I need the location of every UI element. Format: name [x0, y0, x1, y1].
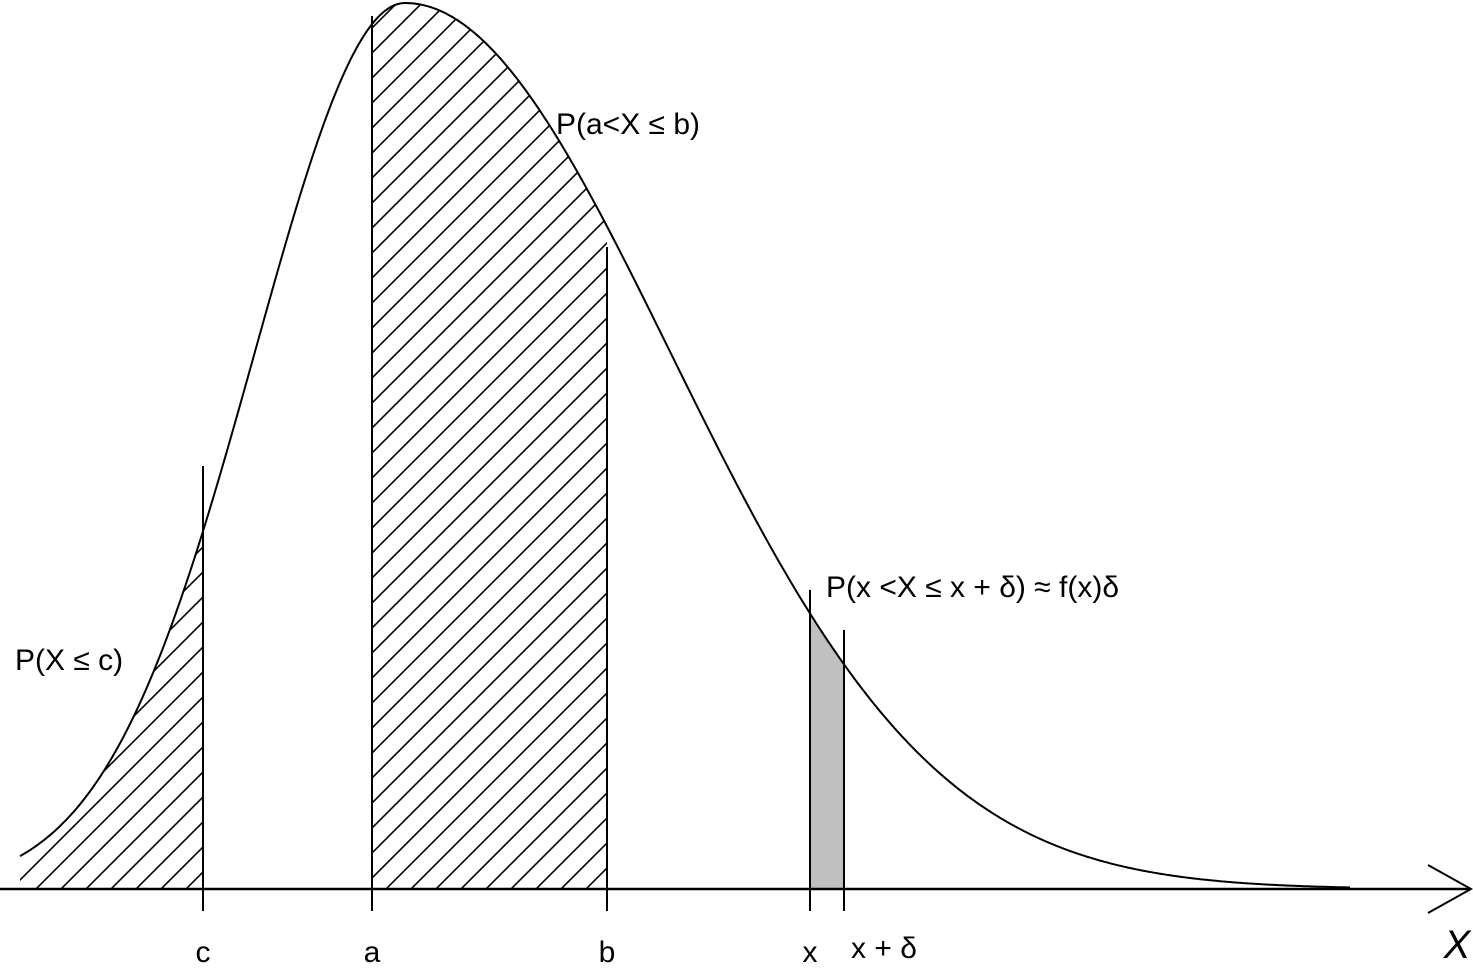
density-curve [19, 1, 1351, 889]
label-prob-x-delta: P(x <X ≤ x + δ) ≈ f(x)δ [826, 571, 1119, 604]
x-axis-arrowhead [1427, 864, 1473, 914]
tick-label-x: x [803, 936, 818, 964]
tick-label-a: a [364, 936, 381, 964]
label-prob-le-c: P(X ≤ c) [15, 644, 123, 677]
area-x-to-x-plus-delta [810, 613, 844, 889]
axis-label-x: X [1443, 923, 1472, 964]
label-prob-a-b: P(a<X ≤ b) [556, 108, 700, 141]
area-left-of-c [20, 531, 203, 889]
area-between-a-and-b [372, 3, 607, 889]
tick-label-b: b [599, 936, 616, 964]
tick-label-c: c [196, 936, 211, 964]
tick-label-x-plus-delta: x + δ [851, 932, 917, 964]
